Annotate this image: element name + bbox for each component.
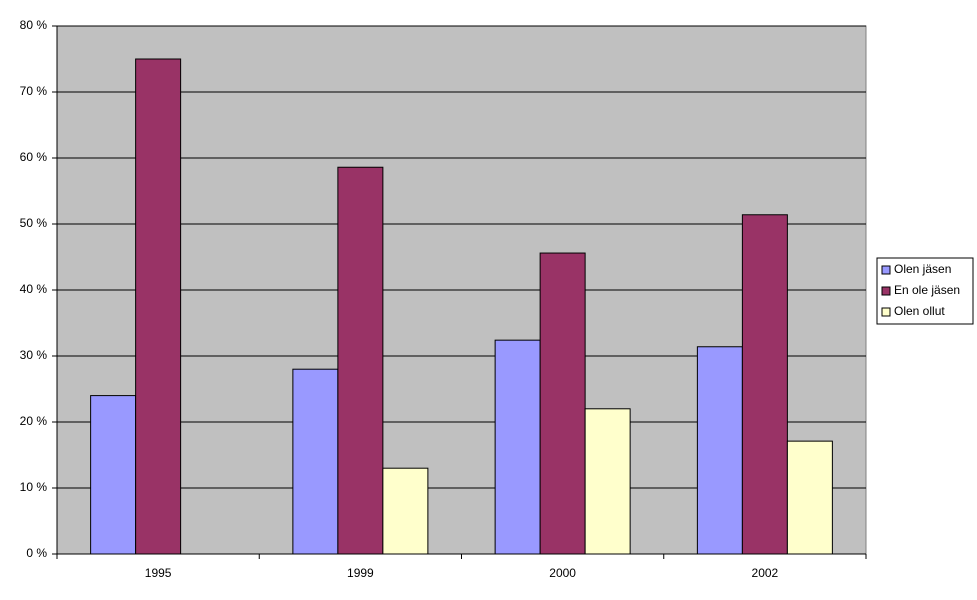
bar [786,440,833,555]
x-tick-label: 2000 [549,566,576,580]
legend-label: Olen jäsen [894,262,951,276]
bar [90,395,137,555]
y-tick-label: 50 % [20,216,48,230]
legend-box [876,257,974,325]
x-tick-label: 2002 [752,566,779,580]
x-tick-label: 1999 [347,566,374,580]
legend-label: Olen ollut [894,304,945,318]
bar [337,166,384,555]
bar [494,339,541,555]
y-tick-label: 30 % [20,348,48,362]
legend-swatch [881,307,891,317]
bar [741,214,788,555]
x-tick-label: 1995 [145,566,172,580]
legend-label: En ole jäsen [894,283,960,297]
y-tick-label: 80 % [20,18,48,32]
bar [135,58,182,555]
bar [696,346,743,555]
legend-swatch [881,286,891,296]
legend-swatch [881,265,891,275]
bar [382,467,429,555]
y-tick-label: 0 % [26,546,47,560]
y-tick-label: 40 % [20,282,48,296]
bar [539,252,586,555]
bar [292,368,339,555]
y-tick-label: 20 % [20,414,48,428]
y-tick-label: 60 % [20,150,48,164]
y-tick-label: 10 % [20,480,48,494]
y-tick-label: 70 % [20,84,48,98]
bar [584,408,631,555]
